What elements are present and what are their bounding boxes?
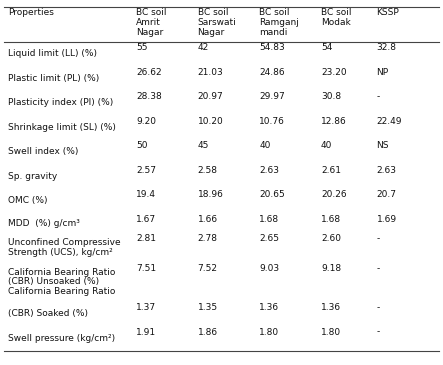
Text: 45: 45 <box>198 141 209 150</box>
Text: 2.60: 2.60 <box>321 234 341 243</box>
Text: 1.36: 1.36 <box>321 303 341 312</box>
Text: KSSP: KSSP <box>377 8 399 17</box>
Text: NP: NP <box>377 68 389 77</box>
Text: 1.80: 1.80 <box>259 327 280 337</box>
Text: 2.58: 2.58 <box>198 166 218 174</box>
Text: 20.65: 20.65 <box>259 190 285 199</box>
Text: BC soil
Amrit
Nagar: BC soil Amrit Nagar <box>136 8 167 37</box>
Text: 10.76: 10.76 <box>259 116 285 126</box>
Text: Plastic limit (PL) (%): Plastic limit (PL) (%) <box>8 74 99 83</box>
Text: 54.83: 54.83 <box>259 43 285 52</box>
Text: Liquid limit (LL) (%): Liquid limit (LL) (%) <box>8 49 97 58</box>
Text: 1.68: 1.68 <box>259 215 280 224</box>
Text: 28.38: 28.38 <box>136 92 162 101</box>
Text: 1.80: 1.80 <box>321 327 341 337</box>
Text: 42: 42 <box>198 43 209 52</box>
Text: 2.61: 2.61 <box>321 166 341 174</box>
Text: 1.36: 1.36 <box>259 303 280 312</box>
Text: 21.03: 21.03 <box>198 68 223 77</box>
Text: 9.18: 9.18 <box>321 264 341 273</box>
Text: 20.26: 20.26 <box>321 190 346 199</box>
Text: Shrinkage limit (SL) (%): Shrinkage limit (SL) (%) <box>8 123 116 132</box>
Text: 2.63: 2.63 <box>377 166 396 174</box>
Text: Plasticity index (PI) (%): Plasticity index (PI) (%) <box>8 99 113 107</box>
Text: Unconfined Compressive
Strength (UCS), kg/cm²: Unconfined Compressive Strength (UCS), k… <box>8 238 120 257</box>
Text: California Bearing Ratio
(CBR) Unsoaked (%)
California Bearing Ratio: California Bearing Ratio (CBR) Unsoaked … <box>8 268 115 296</box>
Text: -: - <box>377 234 380 243</box>
Text: 7.51: 7.51 <box>136 264 156 273</box>
Text: -: - <box>377 327 380 337</box>
Text: Sp. gravity: Sp. gravity <box>8 172 57 181</box>
Text: 19.4: 19.4 <box>136 190 156 199</box>
Text: 55: 55 <box>136 43 148 52</box>
Text: 24.86: 24.86 <box>259 68 285 77</box>
Text: -: - <box>377 92 380 101</box>
Text: Properties: Properties <box>8 8 54 17</box>
Text: 32.8: 32.8 <box>377 43 396 52</box>
Text: (CBR) Soaked (%): (CBR) Soaked (%) <box>8 309 88 318</box>
Text: Swell pressure (kg/cm²): Swell pressure (kg/cm²) <box>8 334 115 343</box>
Text: 50: 50 <box>136 141 148 150</box>
Text: 1.35: 1.35 <box>198 303 218 312</box>
Text: 20.97: 20.97 <box>198 92 223 101</box>
Text: BC soil
Sarswati
Nagar: BC soil Sarswati Nagar <box>198 8 237 37</box>
Text: 2.81: 2.81 <box>136 234 156 243</box>
Text: 12.86: 12.86 <box>321 116 347 126</box>
Text: 1.68: 1.68 <box>321 215 341 224</box>
Text: BC soil
Modak: BC soil Modak <box>321 8 351 27</box>
Text: 54: 54 <box>321 43 332 52</box>
Text: 22.49: 22.49 <box>377 116 402 126</box>
Text: BC soil
Ramganj
mandi: BC soil Ramganj mandi <box>259 8 299 37</box>
Text: 18.96: 18.96 <box>198 190 224 199</box>
Text: 1.69: 1.69 <box>377 215 396 224</box>
Text: 2.78: 2.78 <box>198 234 218 243</box>
Text: 9.03: 9.03 <box>259 264 280 273</box>
Text: Swell index (%): Swell index (%) <box>8 147 78 157</box>
Text: 23.20: 23.20 <box>321 68 346 77</box>
Text: 26.62: 26.62 <box>136 68 162 77</box>
Text: 1.91: 1.91 <box>136 327 156 337</box>
Text: 29.97: 29.97 <box>259 92 285 101</box>
Text: 1.66: 1.66 <box>198 215 218 224</box>
Text: 2.57: 2.57 <box>136 166 156 174</box>
Text: -: - <box>377 303 380 312</box>
Text: 20.7: 20.7 <box>377 190 396 199</box>
Text: OMC (%): OMC (%) <box>8 196 47 205</box>
Text: 7.52: 7.52 <box>198 264 218 273</box>
Text: 2.65: 2.65 <box>259 234 279 243</box>
Text: 10.20: 10.20 <box>198 116 223 126</box>
Text: 1.37: 1.37 <box>136 303 156 312</box>
Text: 1.67: 1.67 <box>136 215 156 224</box>
Text: 9.20: 9.20 <box>136 116 156 126</box>
Text: 1.86: 1.86 <box>198 327 218 337</box>
Text: -: - <box>377 264 380 273</box>
Text: MDD  (%) g/cm³: MDD (%) g/cm³ <box>8 219 80 227</box>
Text: 2.63: 2.63 <box>259 166 279 174</box>
Text: 40: 40 <box>259 141 271 150</box>
Text: 30.8: 30.8 <box>321 92 341 101</box>
Text: 40: 40 <box>321 141 332 150</box>
Text: NS: NS <box>377 141 389 150</box>
